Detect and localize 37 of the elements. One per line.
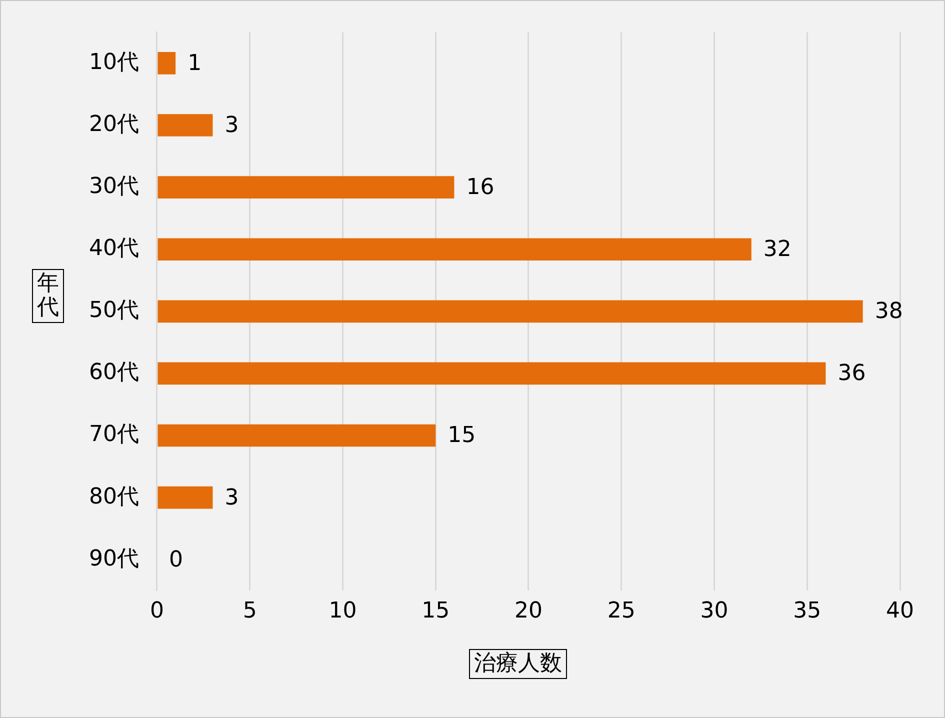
y-tick-label: 10代 (88, 50, 139, 75)
y-tick-label: 80代 (88, 484, 139, 510)
data-label: 1 (188, 50, 202, 76)
x-tick-label: 0 (150, 598, 164, 624)
data-label: 32 (763, 237, 792, 262)
y-tick-label: 90代 (88, 546, 139, 572)
x-tick-label: 5 (242, 598, 257, 624)
x-tick-label: 15 (422, 598, 450, 624)
x-tick-label: 35 (793, 598, 822, 624)
data-label: 3 (224, 485, 239, 510)
x-tick-label: 40 (886, 598, 914, 624)
data-label: 0 (168, 547, 183, 572)
bar (158, 238, 752, 261)
y-tick-label: 30代 (88, 174, 139, 200)
data-label: 16 (466, 175, 494, 200)
x-tick-label: 30 (700, 598, 728, 624)
y-tick-label: 60代 (88, 360, 139, 386)
x-tick-label: 25 (607, 598, 636, 624)
data-label: 38 (874, 299, 903, 324)
bar (158, 52, 176, 74)
data-label: 15 (448, 423, 476, 448)
data-label: 3 (224, 112, 239, 138)
bar (158, 424, 436, 447)
x-tick-label: 20 (514, 598, 542, 624)
y-tick-label: 40代 (88, 236, 139, 262)
bar (158, 362, 826, 385)
data-label: 36 (838, 361, 866, 386)
bar (158, 300, 863, 323)
bar (158, 114, 213, 136)
bar (158, 486, 213, 509)
y-tick-label: 70代 (88, 422, 139, 448)
x-tick-label: 10 (328, 598, 357, 624)
bar (158, 176, 454, 198)
x-axis-title: 治療人数 (469, 649, 567, 680)
y-axis-title: 年代 (37, 271, 59, 320)
y-tick-label: 50代 (88, 298, 139, 324)
y-tick-label: 20代 (88, 112, 139, 137)
